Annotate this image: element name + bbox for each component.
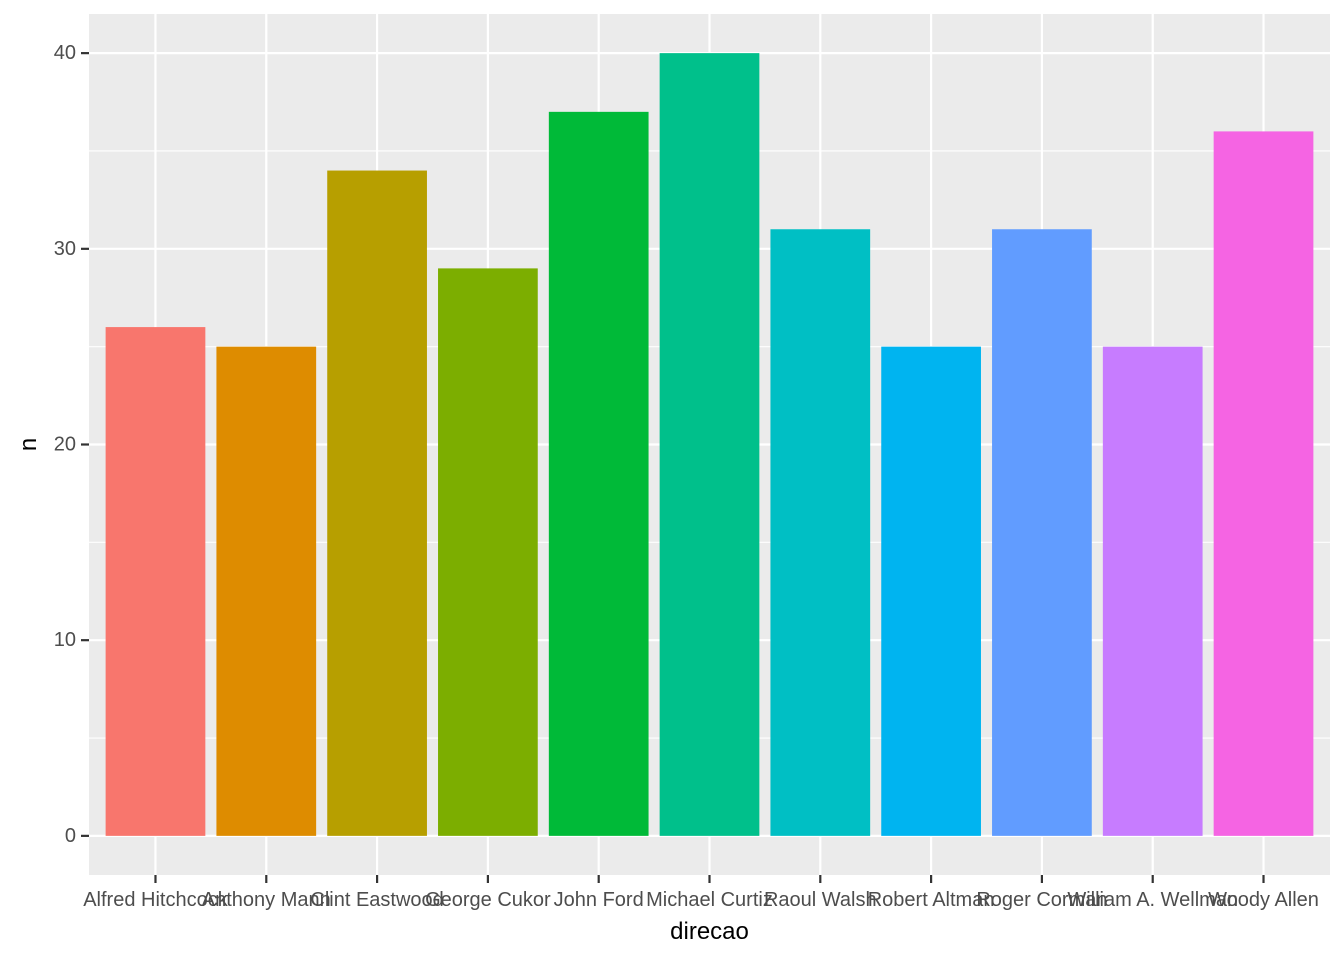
y-tick-label: 30 [54, 238, 76, 260]
bar [438, 268, 538, 836]
bar [548, 111, 649, 836]
x-tick-label: Woody Allen [1208, 889, 1319, 911]
bar [216, 346, 317, 836]
x-tick-label: George Cukor [425, 889, 551, 911]
bars [105, 53, 1314, 836]
bar [770, 229, 871, 836]
x-tick-label: Alfred Hitchcock [83, 889, 228, 911]
x-tick-label: Raoul Walsh [764, 889, 877, 911]
bar [659, 53, 760, 836]
x-tick-label: William A. Wellman [1067, 889, 1238, 911]
x-axis-title: direcao [670, 918, 749, 945]
y-tick-label: 20 [54, 434, 76, 456]
y-axis: 0 10 20 30 40 [54, 42, 89, 847]
y-tick-label: 40 [54, 42, 76, 64]
bar [1213, 131, 1314, 836]
x-tick-label: John Ford [554, 889, 644, 911]
bar [105, 327, 206, 836]
bar [881, 346, 981, 836]
y-tick-label: 10 [54, 629, 76, 651]
bar [1102, 346, 1203, 836]
y-axis-title: n [15, 438, 42, 451]
x-tick-label: Robert Altman [868, 889, 995, 911]
bar [327, 170, 427, 836]
x-tick-label: Clint Eastwood [310, 889, 443, 911]
x-tick-label: Roger Corman [976, 889, 1107, 911]
x-tick-label: Anthony Mann [202, 889, 331, 911]
y-tick-label: 0 [65, 825, 76, 847]
bar [992, 229, 1092, 836]
x-tick-label: Michael Curtiz [646, 889, 773, 911]
